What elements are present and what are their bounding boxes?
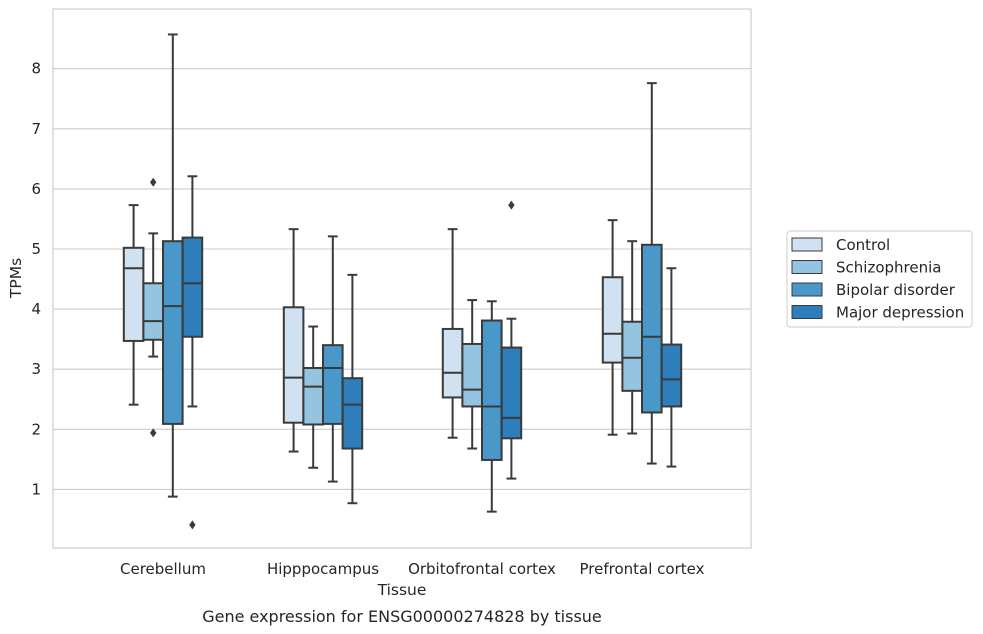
y-tick-label: 7 — [31, 120, 41, 138]
box-body — [641, 243, 663, 414]
box-control — [282, 228, 305, 453]
box-major-depression — [341, 273, 364, 505]
box-body — [282, 306, 305, 424]
boxes — [122, 33, 683, 530]
legend-frame — [786, 230, 973, 328]
box-bipolar-disorder — [322, 235, 344, 483]
outlier-point — [189, 520, 196, 530]
box-body — [461, 342, 483, 408]
box-body — [621, 320, 644, 392]
box-body — [481, 319, 503, 461]
legend-swatch — [791, 237, 823, 252]
box-major-depression — [500, 200, 523, 480]
legend-swatch — [791, 282, 823, 297]
outlier-point — [508, 200, 515, 210]
y-axis-label: TPMs — [7, 258, 25, 299]
legend-label: Schizophrenia — [836, 259, 941, 277]
box-bipolar-disorder — [641, 82, 663, 465]
x-tick-label: Hipppocampus — [267, 560, 379, 578]
box-body — [601, 276, 624, 364]
y-tick-label: 4 — [31, 300, 41, 318]
y-tick-label: 6 — [31, 180, 41, 198]
legend-swatch — [791, 305, 823, 319]
y-tick-label: 1 — [31, 480, 41, 498]
outlier-point — [150, 177, 157, 187]
x-tick-label: Cerebellum — [120, 560, 206, 578]
box-schizophrenia — [621, 240, 644, 435]
legend: Control Schizophrenia Bipolar disorder Majo… — [786, 230, 973, 328]
box-body — [500, 346, 523, 440]
box-major-depression — [181, 175, 204, 530]
box-control — [441, 228, 464, 439]
x-tick-label: Orbitofrontal cortex — [408, 560, 556, 578]
y-tick-label: 8 — [31, 60, 41, 78]
legend-label: Control — [836, 236, 890, 254]
outlier-point — [150, 428, 157, 438]
box-bipolar-disorder — [481, 300, 503, 513]
box-body — [660, 343, 683, 408]
box-major-depression — [660, 267, 683, 468]
box-body — [162, 240, 184, 425]
box-body — [302, 366, 324, 426]
box-schizophrenia — [461, 299, 483, 450]
legend-swatch — [791, 260, 823, 274]
box-body — [441, 327, 464, 399]
box-body — [181, 236, 204, 338]
box-control — [601, 219, 624, 436]
box-bipolar-disorder — [162, 33, 184, 498]
box-body — [322, 344, 344, 425]
legend-label: Major depression — [836, 304, 964, 322]
y-axis-ticks: 1 2 3 4 5 6 7 8 — [31, 60, 41, 499]
box-body — [341, 377, 364, 450]
box-body — [122, 246, 145, 342]
x-axis-label: Tissue — [377, 581, 427, 599]
plot-area — [52, 8, 752, 549]
box-control — [122, 204, 145, 406]
box-schizophrenia — [302, 325, 324, 469]
box-schizophrenia — [142, 177, 164, 438]
x-tick-label: Prefrontal cortex — [580, 560, 705, 578]
y-tick-label: 3 — [31, 360, 41, 378]
x-axis-ticks: Cerebellum Hipppocampus Orbitofrontal cort… — [120, 560, 705, 578]
y-tick-label: 5 — [31, 240, 41, 258]
chart-caption: Gene expression for ENSG00000274828 by t… — [202, 607, 602, 626]
legend-label: Bipolar disorder — [836, 281, 956, 299]
y-tick-label: 2 — [31, 420, 41, 438]
box-body — [142, 282, 164, 341]
